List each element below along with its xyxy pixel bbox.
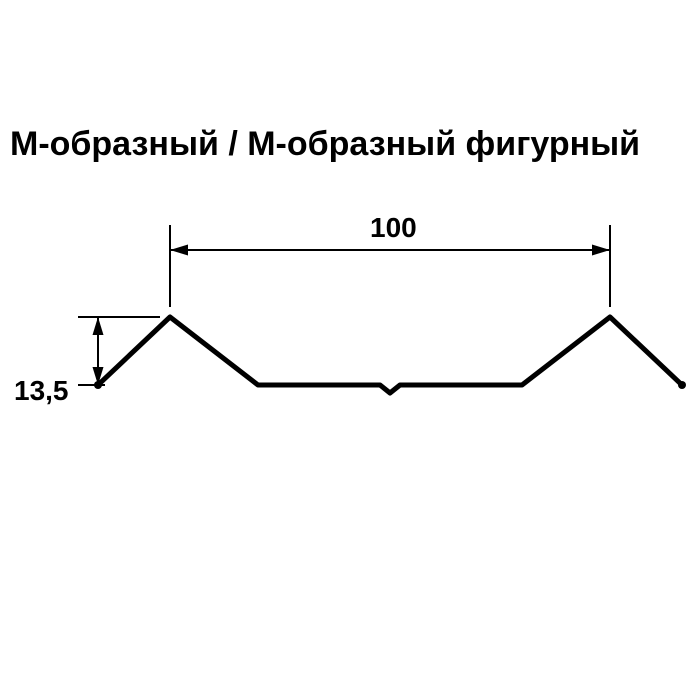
profile-diagram [0,215,700,465]
height-dimension [78,317,160,385]
m-profile-shape [98,317,682,393]
profile-endcap-left [94,381,102,389]
height-dimension-label: 13,5 [14,375,69,407]
profile-endcap-right [678,381,686,389]
diagram-title: М-образный / М-образный фигурный [0,125,700,164]
width-dimension-label: 100 [370,212,417,244]
diagram-svg [0,215,700,465]
